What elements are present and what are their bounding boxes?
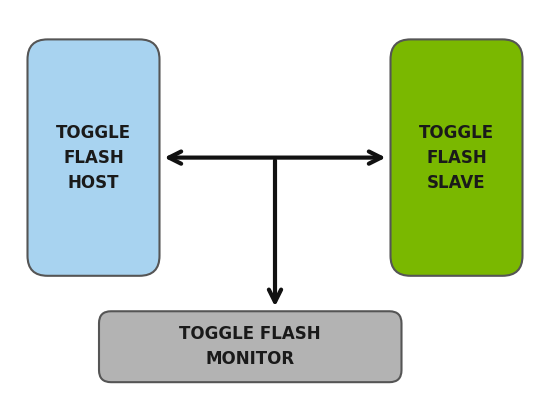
- FancyBboxPatch shape: [390, 39, 522, 276]
- FancyBboxPatch shape: [28, 39, 160, 276]
- Text: TOGGLE
FLASH
HOST: TOGGLE FLASH HOST: [56, 124, 131, 191]
- Text: TOGGLE
FLASH
SLAVE: TOGGLE FLASH SLAVE: [419, 124, 494, 191]
- Text: TOGGLE FLASH
MONITOR: TOGGLE FLASH MONITOR: [179, 325, 321, 368]
- FancyBboxPatch shape: [99, 311, 402, 382]
